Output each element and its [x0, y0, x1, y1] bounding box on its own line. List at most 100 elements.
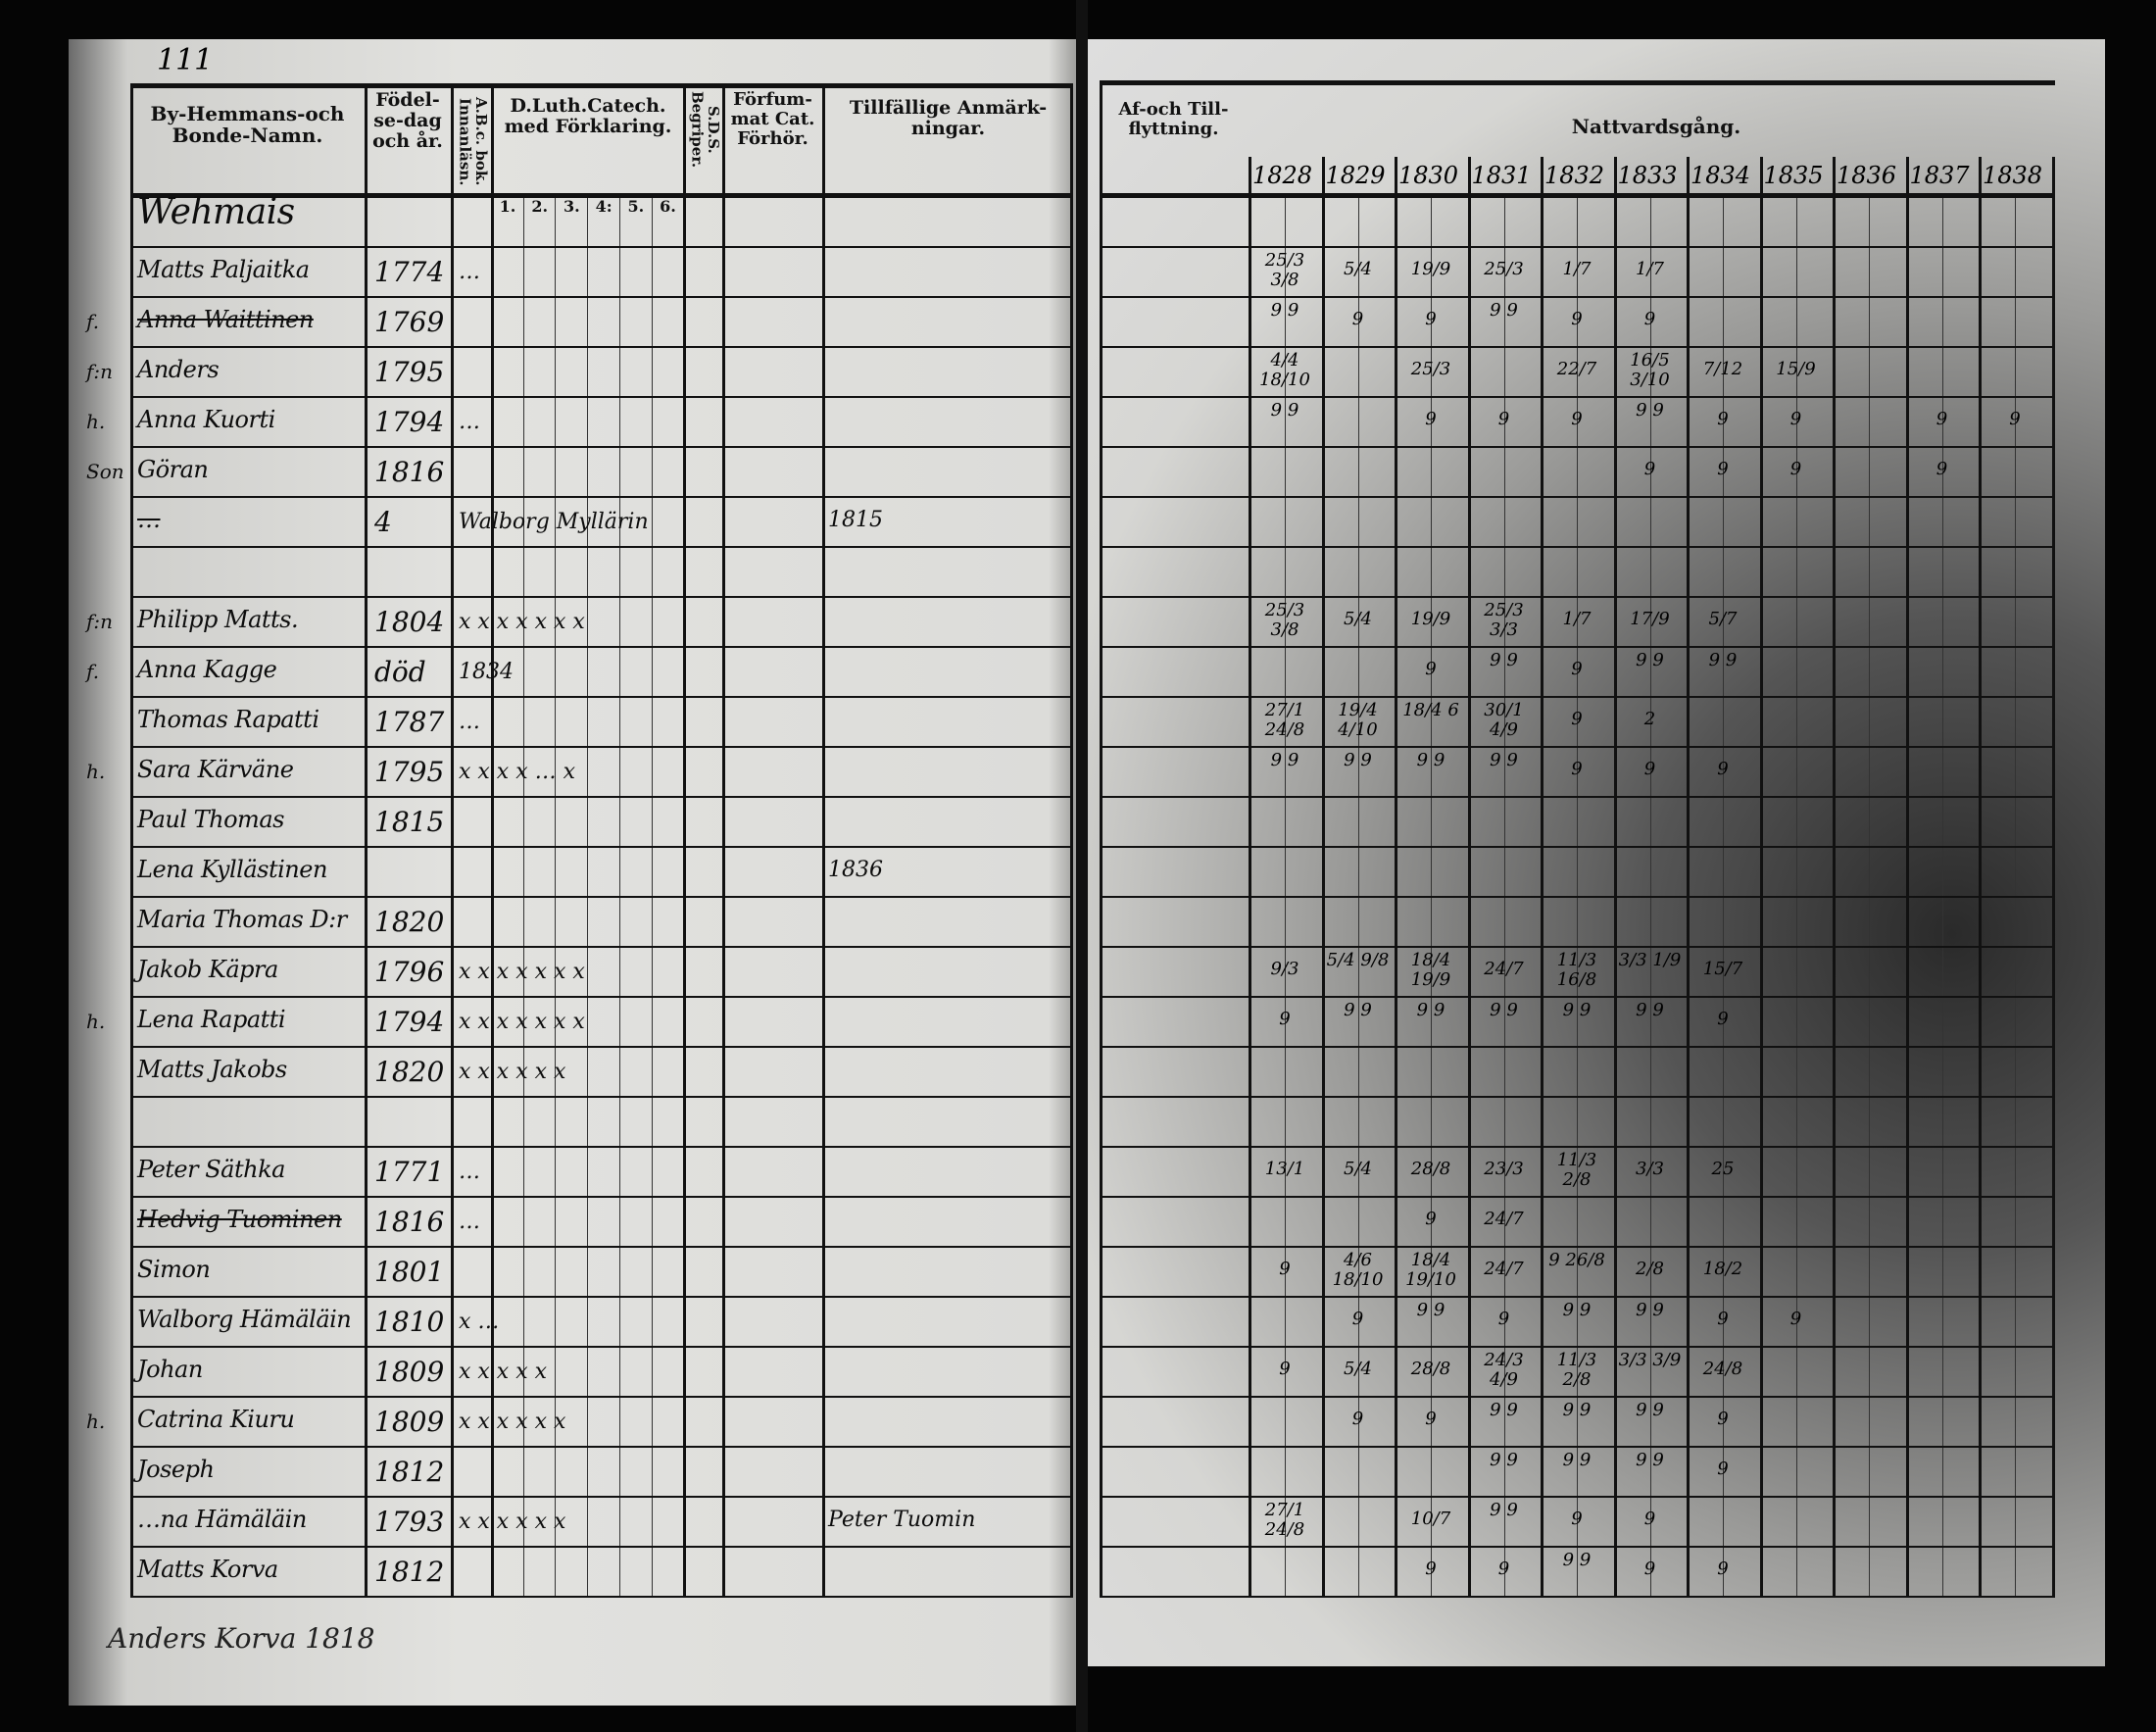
- row-prefix: f.: [86, 310, 100, 333]
- birth-year: 1809: [374, 1406, 445, 1438]
- row-rule: [130, 746, 1073, 748]
- communion-entry: 9: [1351, 1309, 1364, 1329]
- communion-entry: 11/3 16/8: [1556, 950, 1597, 990]
- communion-entry: 19/4 4/10: [1338, 700, 1378, 740]
- year-divider: [2051, 157, 2055, 1596]
- communion-entry: 25/3 3/3: [1484, 600, 1524, 640]
- year-divider: [1467, 157, 1471, 1596]
- year-header: 1828: [1252, 162, 1313, 189]
- row-rule: [1100, 1146, 2055, 1148]
- row-rule: [130, 246, 1073, 248]
- birth-year: 1796: [374, 956, 445, 988]
- year-header: 1831: [1471, 162, 1532, 189]
- communion-entry: 9 9: [1490, 1450, 1518, 1470]
- communion-entry: 1/7: [1562, 609, 1592, 629]
- person-name: Matts Paljaitka: [137, 256, 310, 283]
- communion-entry: 22/7: [1556, 359, 1597, 379]
- row-rule: [1100, 596, 2055, 598]
- communion-entry: 25/3: [1484, 259, 1524, 279]
- communion-entry: 24/8: [1702, 1359, 1743, 1379]
- person-name: Wehmais: [137, 192, 295, 232]
- row-rule: [1100, 946, 2055, 948]
- communion-entry: 4/4 18/10: [1259, 350, 1310, 390]
- row-prefix: f:n: [86, 360, 114, 383]
- row-rule: [130, 1546, 1073, 1548]
- year-divider: [1395, 157, 1397, 1596]
- row-rule: [130, 1446, 1073, 1448]
- year-divider: [1321, 157, 1325, 1596]
- row-rule: [130, 546, 1073, 548]
- communion-entry: 9 9: [1562, 1300, 1592, 1320]
- row-rule: [1100, 546, 2055, 548]
- catechism-part: 6.: [660, 197, 676, 216]
- person-name: Walborg Hämäläin: [137, 1306, 352, 1333]
- row-rule: [130, 846, 1073, 848]
- year-divider: [1759, 157, 1763, 1596]
- communion-entry: 5/4: [1344, 1159, 1372, 1179]
- birth-year: 1816: [374, 1206, 445, 1238]
- row-rule: [1100, 1096, 2055, 1098]
- birth-year: död: [374, 656, 426, 688]
- year-divider: [1905, 157, 1909, 1596]
- person-name: Paul Thomas: [137, 806, 284, 833]
- row-rule: [130, 696, 1073, 698]
- year-header: 1835: [1763, 162, 1824, 189]
- row-rule: [1100, 1296, 2055, 1298]
- communion-entry: 24/7: [1484, 1209, 1524, 1229]
- communion-entry: 9 9: [1562, 1550, 1592, 1570]
- communion-entry: 23/3: [1484, 1159, 1524, 1179]
- communion-entry: 9: [1425, 1409, 1437, 1429]
- row-rule: [130, 1246, 1073, 1248]
- communion-entry: 9 9: [1562, 1450, 1592, 1470]
- person-name: Thomas Rapatti: [137, 706, 319, 733]
- communion-entry: 9: [1717, 1009, 1729, 1029]
- communion-entry: 5/7: [1708, 609, 1738, 629]
- row-rule: [1100, 696, 2055, 698]
- year-divider: [1541, 157, 1544, 1596]
- communion-entry: 9 9: [1562, 1400, 1592, 1420]
- communion-entry: 9: [1571, 759, 1583, 779]
- communion-entry: 18/4 19/10: [1405, 1250, 1456, 1290]
- birth-year: 1787: [374, 706, 445, 738]
- communion-entry: 9: [1279, 1259, 1291, 1279]
- communion-entry: 9: [1789, 1309, 1802, 1329]
- communion-entry: 9: [1717, 1309, 1729, 1329]
- row-rule: [130, 496, 1073, 498]
- header-birth: Födel-se-dag och år.: [372, 89, 443, 152]
- row-rule: [130, 396, 1073, 398]
- communion-entry: 9 9: [1636, 1000, 1664, 1020]
- communion-entry: 9 9: [1270, 400, 1299, 421]
- communion-entry: 9: [2009, 409, 2021, 429]
- book-spine: [1076, 0, 1088, 1732]
- communion-entry: 30/1 4/9: [1484, 700, 1524, 740]
- catechism-part: 1.: [499, 197, 516, 216]
- communion-entry: 9: [1717, 459, 1729, 479]
- year-header: 1832: [1544, 162, 1605, 189]
- year-divider: [1613, 157, 1617, 1596]
- communion-entry: 9 9: [1270, 750, 1299, 770]
- catechism-part: 4:: [595, 197, 612, 216]
- communion-entry: 9: [1717, 409, 1729, 429]
- communion-entry: 19/9: [1410, 259, 1451, 279]
- left-page: [69, 39, 1078, 1706]
- communion-entry: 18/4 6: [1402, 700, 1459, 720]
- communion-entry: 9: [1279, 1359, 1291, 1379]
- birth-year: 1820: [374, 906, 445, 938]
- communion-entry: 15/7: [1702, 959, 1743, 979]
- person-name: Matts Korva: [137, 1556, 278, 1583]
- row-rule: [130, 1146, 1073, 1148]
- row-rule: [130, 1096, 1073, 1098]
- communion-entry: 9 9: [1636, 1400, 1664, 1420]
- communion-entry: 9: [1789, 459, 1802, 479]
- row-rule: [130, 1496, 1073, 1498]
- communion-entry: 9 9: [1562, 1000, 1592, 1020]
- person-name: Simon: [137, 1256, 211, 1283]
- person-name: Anna Waittinen: [137, 306, 314, 333]
- header-name: By-Hemmans-och Bonde-Namn.: [150, 102, 345, 147]
- person-name: Göran: [137, 456, 209, 483]
- catechism-marks: …: [459, 260, 480, 284]
- communion-entry: 9 9: [1416, 1000, 1446, 1020]
- row-rule: [130, 1196, 1073, 1198]
- person-name: Sara Kärväne: [137, 756, 294, 783]
- birth-year: 4: [374, 506, 392, 538]
